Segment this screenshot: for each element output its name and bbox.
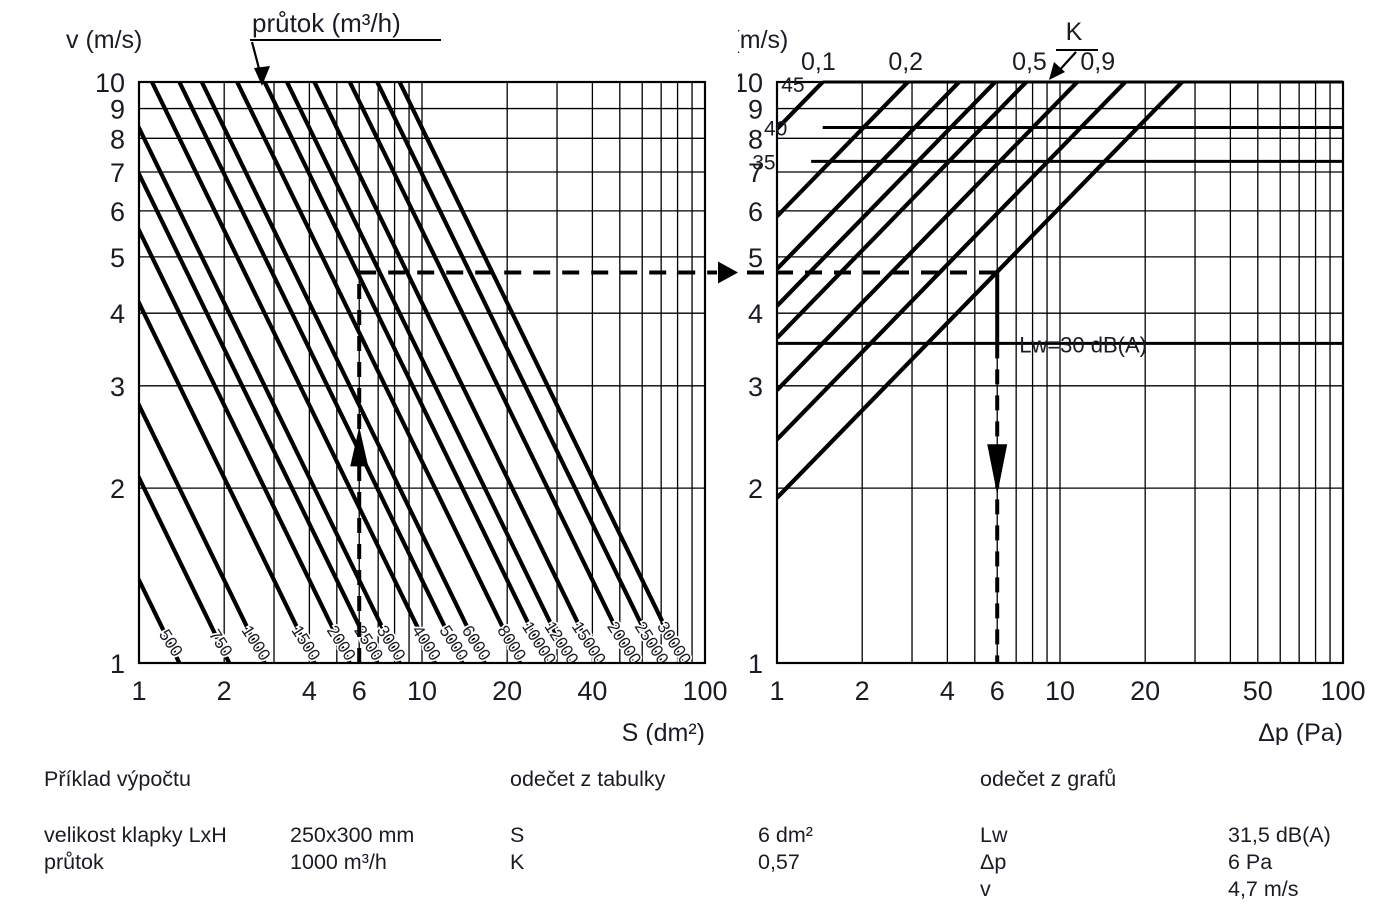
left-chart: 250 m³/h 500 750 1000 1500200025003000400050…: [59, 8, 738, 745]
table-col0-heading: Příklad výpočtu: [44, 767, 191, 791]
svg-text:45: 45: [781, 74, 804, 97]
svg-text:750: 750: [205, 626, 236, 660]
svg-text:2000: 2000: [323, 622, 360, 664]
svg-text:8: 8: [110, 124, 125, 154]
table-col1-row0-label: S: [510, 823, 525, 847]
svg-text:4000: 4000: [408, 622, 445, 664]
svg-text:2: 2: [855, 676, 870, 706]
svg-text:1500: 1500: [288, 622, 325, 664]
svg-text:0,1: 0,1: [801, 48, 836, 76]
svg-text:10: 10: [407, 676, 437, 706]
table-col1-row1-value: 0,57: [758, 850, 800, 874]
svg-text:500: 500: [155, 626, 186, 660]
svg-text:v (m/s): v (m/s): [66, 26, 142, 54]
svg-text:0,9: 0,9: [1080, 48, 1115, 76]
svg-text:4: 4: [110, 299, 125, 329]
table-col2-row0-value: 31,5 dB(A): [1228, 823, 1331, 847]
svg-text:4: 4: [940, 676, 955, 706]
right-chart: 123456789101246102050100v (m/s)Δp (Pa)K0…: [738, 18, 1366, 745]
table-col1-heading: odečet z tabulky: [510, 767, 666, 791]
table-col0-row0-label: velikost klapky LxH: [44, 823, 227, 847]
svg-text:7: 7: [748, 158, 763, 188]
svg-text:40: 40: [577, 676, 607, 706]
svg-text:3: 3: [110, 372, 125, 402]
svg-text:20: 20: [1130, 676, 1160, 706]
svg-text:7: 7: [110, 158, 125, 188]
table-col1-row0-value: 6 dm²: [758, 823, 813, 847]
svg-text:1: 1: [131, 676, 146, 706]
svg-text:0,2: 0,2: [888, 48, 923, 76]
svg-text:průtok (m³/h): průtok (m³/h): [252, 8, 401, 38]
table-col0-row0-value: 250x300 mm: [290, 823, 415, 847]
svg-text:100: 100: [682, 676, 727, 706]
svg-text:250 m³/h: 250 m³/h: [59, 610, 111, 677]
svg-text:5: 5: [748, 243, 763, 273]
table-col2-heading: odečet z grafů: [980, 767, 1117, 791]
svg-text:6: 6: [110, 197, 125, 227]
table-col1-row1-label: K: [510, 850, 525, 874]
svg-text:20: 20: [492, 676, 522, 706]
svg-text:v (m/s): v (m/s): [738, 26, 788, 54]
table-col2-row2-value: 4,7 m/s: [1228, 877, 1299, 901]
svg-text:1: 1: [769, 676, 784, 706]
svg-text:Lw=30 dB(A): Lw=30 dB(A): [1019, 332, 1147, 357]
svg-text:6: 6: [748, 197, 763, 227]
table-col2-row2-label: v: [980, 877, 991, 901]
svg-text:2: 2: [110, 474, 125, 504]
svg-text:4: 4: [302, 676, 317, 706]
svg-text:100: 100: [1320, 676, 1365, 706]
svg-text:4: 4: [748, 299, 763, 329]
table-col0-row1-value: 1000 m³/h: [290, 850, 387, 874]
svg-text:10: 10: [738, 68, 763, 98]
svg-text:3: 3: [748, 372, 763, 402]
svg-text:10: 10: [95, 68, 125, 98]
table-col2-row1-value: 6 Pa: [1228, 850, 1273, 874]
svg-text:S (dm²): S (dm²): [622, 719, 705, 745]
svg-text:5: 5: [110, 243, 125, 273]
svg-text:50: 50: [1243, 676, 1273, 706]
svg-text:9: 9: [110, 95, 125, 125]
svg-text:Δp (Pa): Δp (Pa): [1258, 719, 1343, 745]
table-col2-row0-label: Lw: [980, 823, 1008, 847]
table-col2-row1-label: Δp: [980, 850, 1007, 874]
svg-text:6: 6: [990, 676, 1005, 706]
svg-text:9: 9: [748, 95, 763, 125]
svg-text:35: 35: [752, 151, 775, 174]
svg-text:1: 1: [110, 649, 125, 679]
svg-text:1000: 1000: [238, 622, 275, 664]
table-col0-row1-label: průtok: [44, 850, 104, 874]
svg-text:6: 6: [352, 676, 367, 706]
svg-text:40: 40: [764, 118, 787, 141]
svg-text:K: K: [1066, 18, 1083, 46]
svg-text:2: 2: [748, 474, 763, 504]
svg-text:0,5: 0,5: [1012, 48, 1047, 76]
svg-text:2: 2: [217, 676, 232, 706]
svg-text:8: 8: [748, 124, 763, 154]
svg-text:10: 10: [1045, 676, 1075, 706]
svg-text:1: 1: [748, 649, 763, 679]
